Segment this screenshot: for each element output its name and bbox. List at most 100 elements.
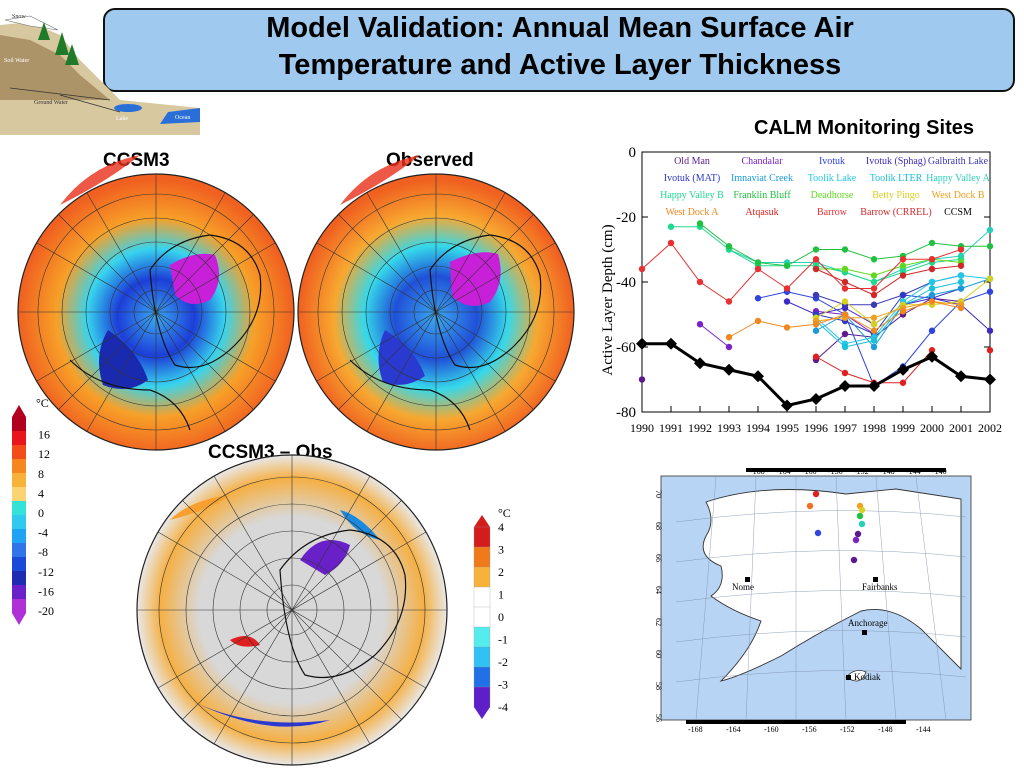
colorbar-tick-label: -20 xyxy=(38,604,54,618)
colorbar-segment xyxy=(473,526,491,548)
x-tick-label: 1992 xyxy=(688,421,712,435)
colorbar-arrow-bottom xyxy=(474,707,490,719)
series-line xyxy=(815,349,933,384)
observed-temperature-map xyxy=(297,155,575,451)
longitude-label: -164 xyxy=(776,467,791,476)
tree-icon xyxy=(55,32,69,55)
legend-entry: Atqasuk xyxy=(745,207,778,218)
data-point xyxy=(870,337,878,344)
colorbar-segment xyxy=(12,473,26,488)
x-tick-label: 2002 xyxy=(978,421,1002,435)
colorbar-segment xyxy=(12,571,26,586)
data-point xyxy=(783,298,791,305)
data-point xyxy=(783,324,791,331)
chart-title: CALM Monitoring Sites xyxy=(754,117,974,139)
data-point xyxy=(870,301,878,308)
colorbar-tick-label: -2 xyxy=(498,655,508,669)
data-point xyxy=(928,347,936,354)
legend-entry: Franklin Bluff xyxy=(733,190,791,201)
x-tick-label: 1996 xyxy=(804,421,828,435)
colorbar-tick-label: 12 xyxy=(38,447,50,461)
latitude-label: 70 xyxy=(978,490,980,498)
data-point xyxy=(870,278,878,286)
data-point xyxy=(754,265,762,273)
diagram-label: Soil Water xyxy=(4,58,29,64)
flow-arrow xyxy=(59,94,121,113)
colorbar-segment xyxy=(12,585,26,600)
colorbar-tick-label: 4 xyxy=(38,486,44,500)
colorbar-segment xyxy=(473,666,491,688)
legend-entry: Toolik LTER xyxy=(870,173,923,184)
diagram-label: Ground Water xyxy=(34,100,68,106)
data-point xyxy=(928,256,936,263)
data-point xyxy=(928,291,936,299)
colorbar-tick-label: 0 xyxy=(38,506,44,520)
calm-site-marker xyxy=(852,536,860,544)
x-tick-label: 1998 xyxy=(862,421,886,435)
colorbar-segment xyxy=(12,417,26,432)
latitude-label: 58 xyxy=(654,682,663,690)
data-point xyxy=(957,278,965,286)
colorbar-tick-label: -4 xyxy=(498,700,508,714)
data-point xyxy=(870,291,878,299)
data-point xyxy=(696,278,704,286)
fairbanks-marker xyxy=(873,577,878,582)
colorbar-segment xyxy=(12,501,26,516)
difference-temperature-map xyxy=(136,454,448,766)
bottom-scale-bar xyxy=(686,720,906,724)
latitude-label: 58 xyxy=(978,682,980,690)
series-line xyxy=(815,288,962,335)
x-tick-label: 1995 xyxy=(775,421,799,435)
colorbar-tick-label: 16 xyxy=(38,428,50,442)
colorbar-segment xyxy=(473,606,491,628)
alaska-site-map: -168 -164 -160 -156 -152 -148 -144 -140 -168 -16… xyxy=(646,462,980,734)
latitude-label: 60 xyxy=(978,650,980,658)
calm-site-marker xyxy=(814,529,822,537)
latitude-label: 60 xyxy=(654,650,663,658)
legend-entry: West Dock A xyxy=(665,207,719,218)
data-point xyxy=(696,321,704,328)
series-line xyxy=(699,223,990,267)
observed-map-label: Observed xyxy=(386,150,474,171)
data-point xyxy=(986,288,994,295)
data-point xyxy=(841,369,849,377)
x-tick-label: 1999 xyxy=(891,421,915,435)
x-tick-label: 1997 xyxy=(833,421,857,435)
kodiak-marker xyxy=(846,675,851,680)
data-point xyxy=(870,321,878,328)
ocean-shape xyxy=(160,108,200,124)
series-line xyxy=(641,242,962,303)
data-point xyxy=(725,243,733,250)
data-point xyxy=(899,379,907,386)
data-point xyxy=(696,220,704,227)
data-point xyxy=(667,239,675,247)
data-point xyxy=(812,265,820,273)
data-point xyxy=(667,223,675,230)
data-point xyxy=(870,314,878,321)
latitude-label: 56 xyxy=(654,714,663,722)
data-point xyxy=(897,363,909,376)
data-point xyxy=(928,265,936,273)
longitude-label: -148 xyxy=(878,725,893,734)
city-label-kodiak: Kodiak xyxy=(854,672,881,682)
colorbar-segment xyxy=(12,543,26,558)
legend-entry: Galbraith Lake xyxy=(928,156,989,167)
data-point xyxy=(870,285,878,292)
colorbar-tick-label: 8 xyxy=(38,467,44,481)
longitude-label: -160 xyxy=(802,467,817,476)
lake-shape xyxy=(114,104,142,112)
colorbar-segment xyxy=(473,626,491,648)
data-point xyxy=(957,262,965,269)
hydrology-diagram: Snow Soil Water Ground Water Lake Ocean xyxy=(0,14,200,135)
title-banner xyxy=(103,8,1015,92)
data-point xyxy=(754,295,762,302)
data-point xyxy=(725,343,733,351)
data-point xyxy=(723,363,735,376)
diagram-label: Ocean xyxy=(175,115,190,121)
y-axis-label: Active Layer Depth (cm) xyxy=(600,224,616,375)
data-point xyxy=(986,275,994,282)
data-point xyxy=(957,285,965,292)
slide-title: Model Validation: Annual Mean Surface Ai… xyxy=(120,10,1000,84)
temperature-colorbar: °C 16 12 8 4 0 -4 -8 -12 -16 -20 xyxy=(12,396,54,625)
calm-active-layer-chart: CALM Monitoring Sites Active Layer Depth… xyxy=(600,117,1002,435)
